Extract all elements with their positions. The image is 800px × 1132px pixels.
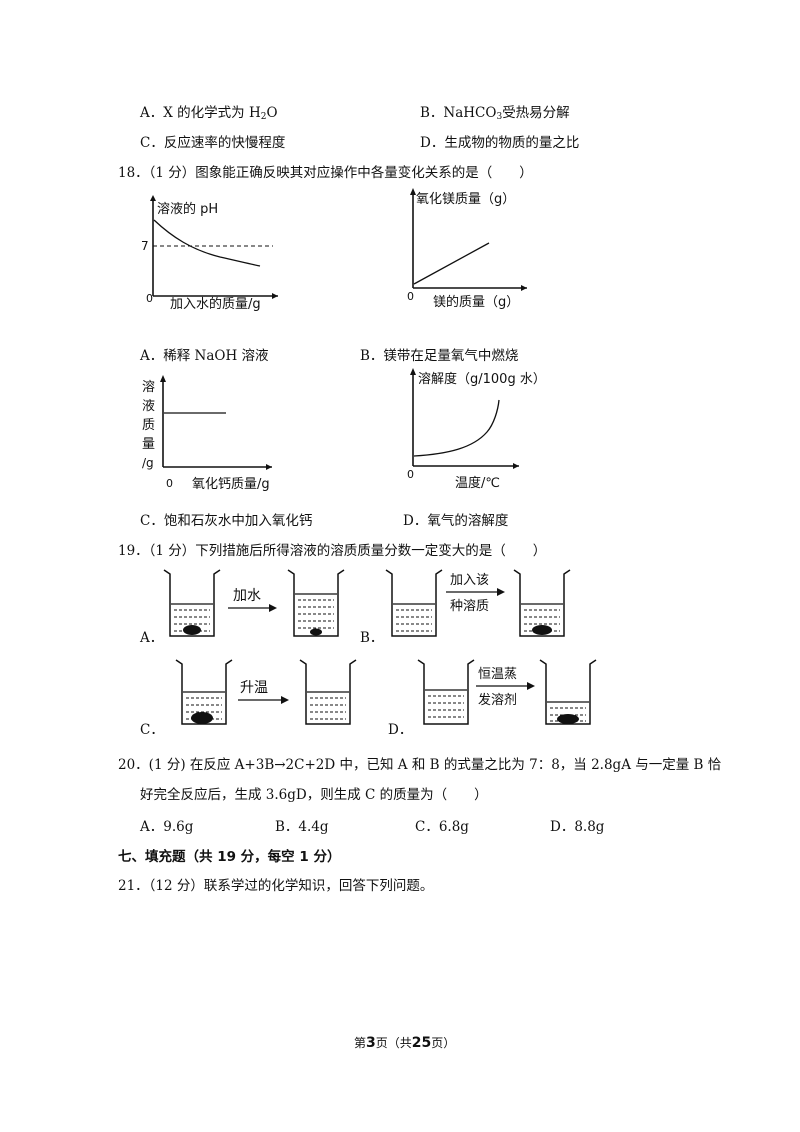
graph-c: 溶 液 质 量 /g 0 氧化钙质量/g (142, 375, 272, 492)
solid-precipitate (191, 712, 213, 724)
arrow-icon (521, 285, 527, 291)
beaker (175, 659, 233, 725)
beaker (513, 569, 571, 637)
arrow-icon (410, 188, 416, 195)
mgo-line (413, 242, 490, 285)
q18-option-d: D．氧气的溶解度 (403, 513, 509, 529)
q17-option-a: A．X 的化学式为 H2O (140, 101, 278, 122)
graph-b-origin: 0 (407, 290, 414, 303)
q17-option-a-suffix: O (266, 105, 278, 121)
graph-b-xlabel: 镁的质量（g） (433, 294, 519, 310)
beaker (163, 569, 221, 637)
graph-c-xlabel: 氧化钙质量/g (192, 477, 270, 492)
q19-b-arrow-label-line2: 种溶质 (450, 599, 489, 614)
graph-c-ylabel-char: 液 (142, 399, 155, 414)
subscript: 2 (260, 112, 267, 122)
beaker (385, 569, 443, 637)
subscript: 3 (496, 112, 503, 122)
q17-option-a-text: A．X 的化学式为 H (140, 105, 261, 121)
q19-diagram-c: 升温 (175, 659, 357, 725)
q19-b-arrow-label-line1: 加入该 (450, 573, 489, 588)
solid-precipitate (183, 625, 201, 635)
q19-c-arrow-label: 升温 (240, 680, 268, 696)
solid-precipitate (532, 625, 552, 635)
page-number: 3 (366, 1035, 376, 1051)
beaker (539, 659, 597, 725)
q19-d-arrow-label-line2: 发溶剂 (478, 692, 517, 708)
q19-diagram-a: 加水 (163, 569, 345, 637)
arrow-icon (266, 464, 272, 470)
arrow-icon (527, 682, 535, 690)
footer-text: 第 (354, 1036, 367, 1050)
graph-a-tick-7: 7 (141, 239, 149, 253)
q17-option-d: D．生成物的物质的量之比 (420, 135, 580, 151)
graph-a: 溶液的 pH 7 0 加入水的质量/g (141, 195, 278, 312)
q19-option-a-label: A． (140, 630, 164, 646)
q19-stem: 19．（1 分）下列措施后所得溶液的溶质质量分数一定变大的是（ ） (118, 543, 547, 559)
q17-option-c: C．反应速率的快慢程度 (140, 135, 286, 151)
q19-diagram-b: 加入该 种溶质 (385, 569, 571, 637)
q17-option-b: B．NaHCO3受热易分解 (420, 101, 570, 122)
graph-a-origin: 0 (146, 292, 153, 305)
graph-d-xlabel: 温度/℃ (455, 475, 500, 491)
q17-option-b-text: B．NaHCO (420, 105, 497, 121)
q17-option-b-suffix: 受热易分解 (502, 105, 570, 121)
q18-option-c: C．饱和石灰水中加入氧化钙 (140, 513, 313, 529)
graph-a-ylabel: 溶液的 pH (157, 201, 218, 217)
graph-d: 溶解度（g/100g 水） 0 温度/℃ (407, 368, 546, 491)
q19-a-arrow-label: 加水 (233, 588, 261, 604)
arrow-icon (150, 195, 156, 201)
beaker (287, 569, 345, 637)
graph-c-ylabel-char: /g (142, 456, 154, 470)
q18-stem: 18．（1 分）图象能正确反映其对应操作中各量变化关系的是（ ） (118, 165, 533, 181)
arrow-icon (497, 588, 505, 596)
ph-curve (153, 219, 261, 267)
graph-d-origin: 0 (407, 468, 414, 481)
graph-a-xlabel: 加入水的质量/g (170, 296, 261, 312)
arrow-icon (513, 463, 519, 469)
q20-option-d: D．8.8g (550, 819, 605, 835)
graph-c-origin: 0 (166, 477, 173, 490)
q20-option-c: C．6.8g (415, 819, 469, 835)
footer-text: 页） (431, 1036, 456, 1050)
graph-b-ylabel: 氧化镁质量（g） (416, 192, 515, 207)
graph-b: 氧化镁质量（g） 0 镁的质量（g） (407, 188, 527, 310)
q19-option-d-label: D． (388, 722, 413, 738)
arrow-icon (160, 375, 166, 382)
graph-c-ylabel-char: 溶 (142, 380, 155, 395)
solid-precipitate (557, 714, 579, 724)
graph-d-ylabel: 溶解度（g/100g 水） (418, 371, 546, 387)
q20-stem-line1: 20．(1 分) 在反应 A+3B→2C+2D 中，已知 A 和 B 的式量之比… (118, 757, 722, 773)
q19-diagram-d: 恒温蒸 发溶剂 (417, 659, 597, 725)
arrow-icon (269, 604, 277, 612)
page-footer: 第3页（共25页） (354, 1034, 455, 1051)
solubility-curve (413, 399, 500, 457)
q20-stem-line2: 好完全反应后，生成 3.6gD，则生成 C 的质量为（ ） (140, 787, 488, 803)
footer-text: 页（共 (375, 1036, 412, 1050)
page-total: 25 (411, 1035, 432, 1051)
arrow-icon (272, 293, 278, 299)
arrow-icon (281, 696, 289, 704)
beaker (299, 659, 357, 725)
arrow-icon (410, 368, 416, 375)
graph-c-ylabel-char: 质 (142, 418, 155, 433)
q21-stem: 21．（12 分）联系学过的化学知识，回答下列问题。 (118, 878, 434, 894)
q20-option-a: A．9.6g (140, 819, 194, 835)
q18-option-a: A．稀释 NaOH 溶液 (140, 348, 269, 364)
section-heading: 七、填充题（共 19 分，每空 1 分） (118, 849, 341, 865)
q19-option-c-label: C． (140, 722, 164, 738)
solid-precipitate (310, 628, 322, 636)
q20-option-b: B．4.4g (275, 819, 329, 835)
beaker (417, 659, 475, 725)
q18-option-b: B．镁带在足量氧气中燃烧 (360, 348, 519, 364)
q19-option-b-label: B． (360, 630, 384, 646)
q19-d-arrow-label-line1: 恒温蒸 (478, 667, 517, 682)
graph-c-ylabel-char: 量 (142, 437, 155, 452)
